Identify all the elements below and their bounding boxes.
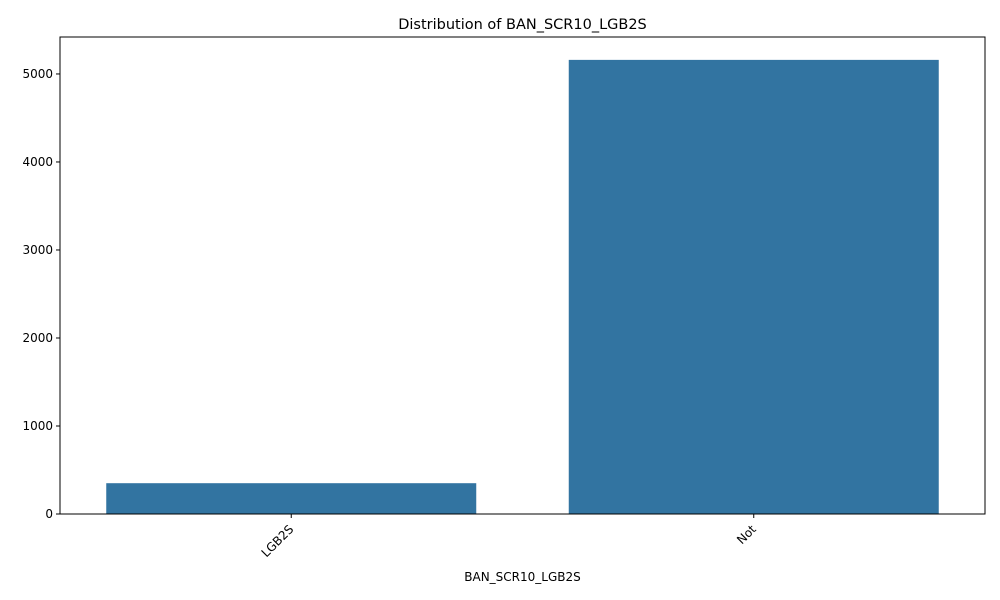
x-axis-title: BAN_SCR10_LGB2S	[464, 570, 581, 584]
y-tick-label: 0	[45, 507, 53, 521]
y-tick-label: 2000	[22, 331, 53, 345]
y-tick-label: 3000	[22, 243, 53, 257]
bar-not	[568, 59, 939, 514]
y-tick-label: 4000	[22, 155, 53, 169]
y-tick-label: 5000	[22, 67, 53, 81]
y-tick-label: 1000	[22, 419, 53, 433]
chart-title: Distribution of BAN_SCR10_LGB2S	[398, 17, 647, 33]
bar-lgb2s	[106, 483, 477, 514]
bars-group	[106, 59, 939, 514]
plot-frame	[59, 36, 986, 515]
y-axis: 0 1000 2000 3000 4000 5000	[22, 67, 60, 521]
